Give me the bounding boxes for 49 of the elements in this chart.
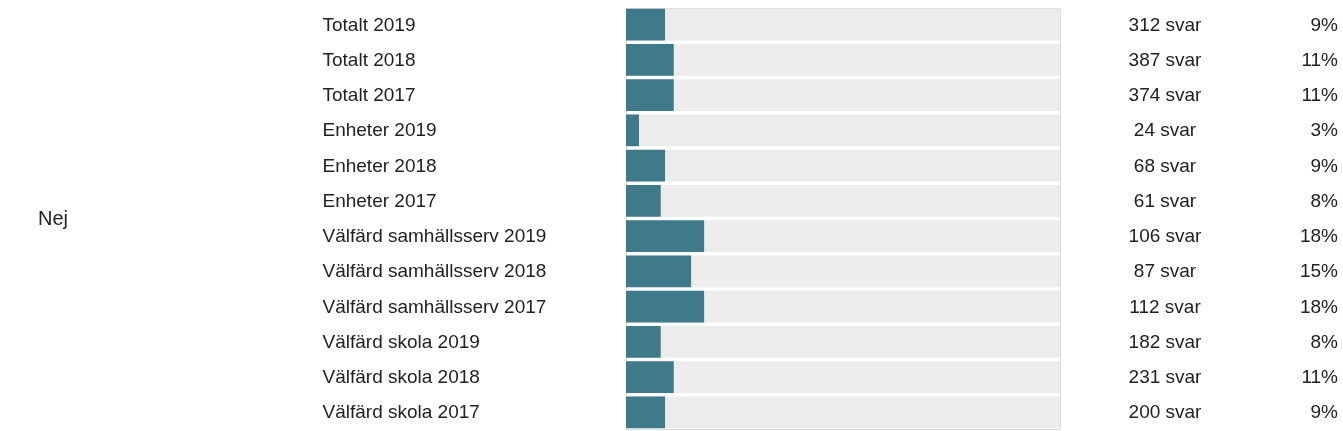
text: Nej: [38, 206, 69, 229]
data-label: 11%: [1301, 48, 1339, 70]
bar: [626, 8, 666, 41]
bar: [626, 290, 705, 323]
y-tick-label: Totalt 2017: [322, 84, 416, 106]
data-label: 15%: [1299, 260, 1339, 282]
text: 387 svar: [1128, 48, 1203, 70]
data-label: 18%: [1299, 225, 1339, 247]
text: 68 svar: [1133, 154, 1197, 176]
bar: [626, 396, 666, 429]
text: 24 svar: [1133, 119, 1197, 141]
text: 112 svar: [1129, 295, 1202, 317]
bar: [626, 255, 692, 288]
y-tick-label: Välfärd samhällsserv 2018: [322, 260, 547, 282]
text: 61 svar: [1133, 189, 1197, 211]
y-tick-label: Totalt 2018: [322, 48, 416, 70]
data-label: 9%: [1310, 401, 1339, 423]
bar: [626, 326, 661, 358]
y-tick-label: Välfärd skola 2018: [322, 366, 480, 388]
bar: [626, 185, 661, 217]
y-tick-label: Enheter 2017: [322, 189, 437, 211]
y-tick-label: Välfärd samhällsserv 2017: [322, 295, 547, 317]
data-label: 8%: [1310, 330, 1339, 352]
data-label: 8%: [1310, 189, 1339, 211]
text: 312 svar: [1128, 13, 1203, 35]
bar: [626, 220, 705, 252]
y-tick-label: Totalt 2019: [322, 13, 416, 35]
bar: [626, 361, 674, 394]
data-label: 11%: [1301, 366, 1339, 388]
y-tick-label: Välfärd skola 2019: [322, 330, 480, 352]
data-label: 18%: [1299, 295, 1339, 317]
text: 182 svar: [1128, 330, 1203, 352]
bar: [626, 149, 666, 182]
text: 231 svar: [1128, 366, 1203, 388]
text: 200 svar: [1128, 401, 1203, 423]
text: 87 svar: [1133, 260, 1197, 282]
y-tick-label: Välfärd skola 2017: [322, 401, 480, 423]
y-tick-label: Enheter 2019: [322, 119, 437, 141]
y-tick-label: Enheter 2018: [322, 154, 437, 176]
y-tick-label: Välfärd samhällsserv 2019: [322, 225, 547, 247]
data-label: 3%: [1310, 119, 1339, 141]
text: 106 svar: [1128, 225, 1203, 247]
bar: [626, 114, 640, 147]
text: 374 svar: [1128, 84, 1203, 106]
bar: [626, 79, 674, 111]
data-label: 9%: [1310, 154, 1339, 176]
data-label: 11%: [1301, 84, 1339, 106]
bar: [626, 43, 674, 76]
data-label: 9%: [1310, 13, 1339, 35]
